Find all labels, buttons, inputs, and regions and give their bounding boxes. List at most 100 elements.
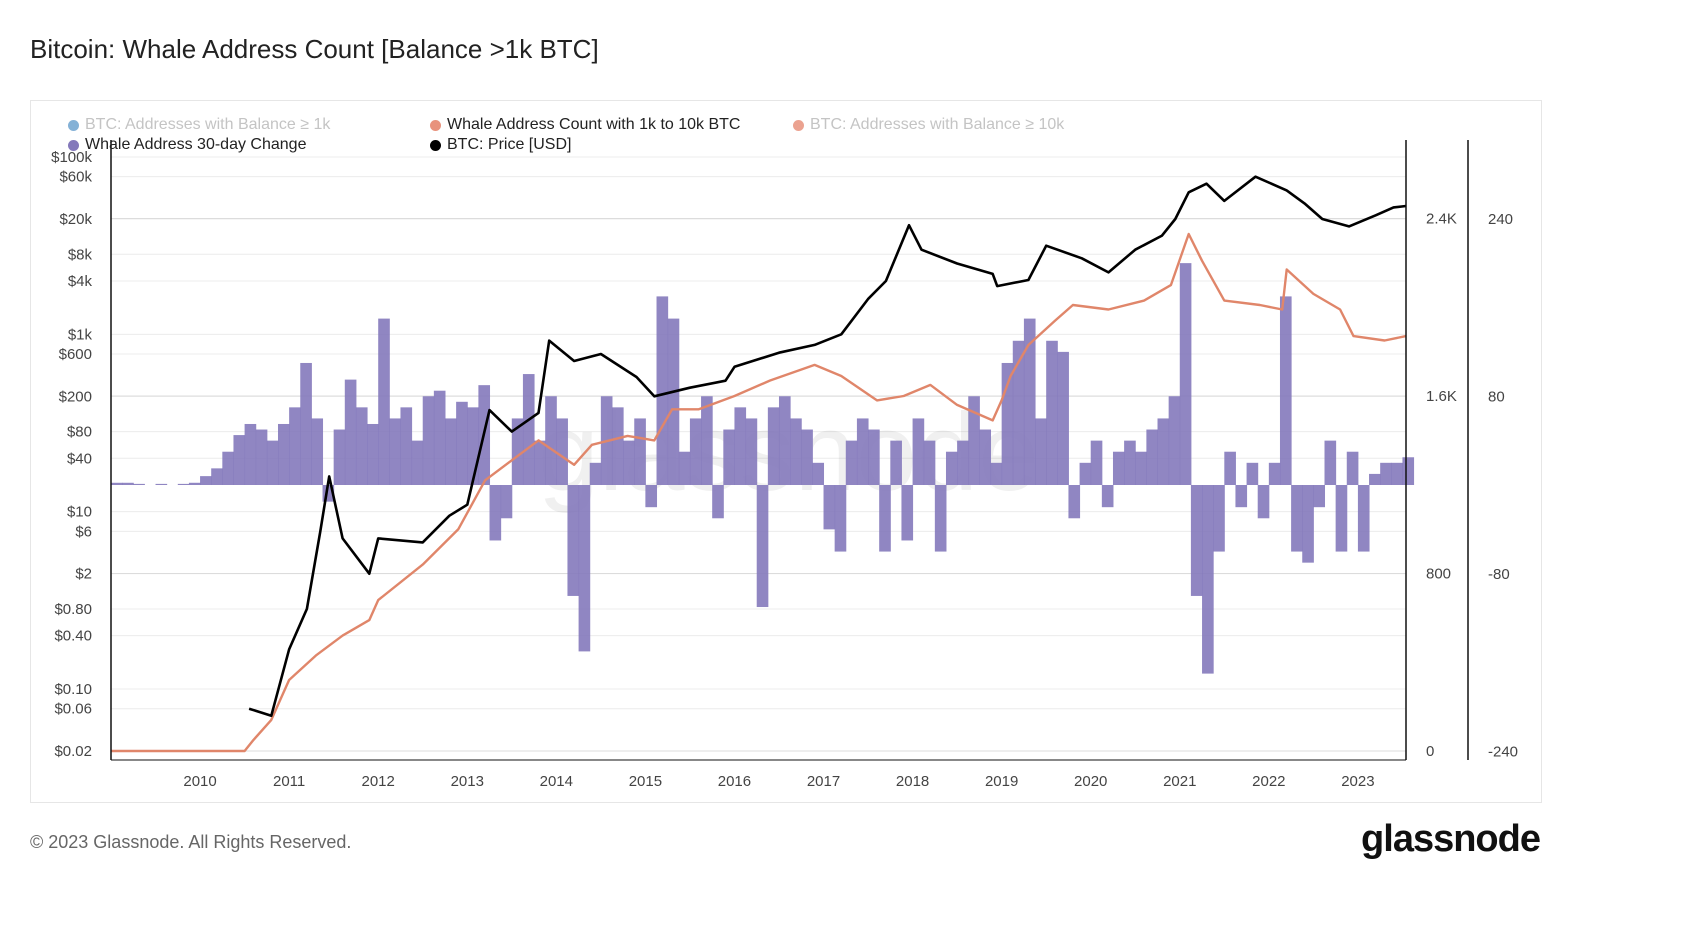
change-bar bbox=[1224, 451, 1236, 485]
x-tick-label: 2017 bbox=[807, 773, 840, 790]
x-tick-label: 2015 bbox=[629, 773, 662, 790]
change-bar bbox=[868, 429, 880, 485]
change-bar bbox=[1179, 263, 1192, 485]
chart-container bbox=[30, 100, 1542, 803]
change-bar bbox=[879, 485, 891, 552]
y-tick-label: $0.02 bbox=[54, 743, 92, 760]
change-bar bbox=[378, 318, 390, 485]
legend-item[interactable]: BTC: Addresses with Balance ≥ 1k bbox=[68, 116, 330, 134]
change-bar bbox=[122, 482, 134, 485]
change-bar bbox=[745, 418, 758, 485]
change-axis-tick-label: 240 bbox=[1488, 211, 1513, 228]
change-bar bbox=[589, 462, 602, 485]
legend-dot-icon bbox=[793, 119, 804, 131]
change-bar bbox=[1380, 462, 1392, 485]
legend-dot-icon bbox=[68, 119, 79, 131]
change-bar bbox=[1369, 473, 1381, 485]
change-bar bbox=[567, 485, 580, 596]
count-axis-tick-label: 0 bbox=[1426, 743, 1434, 760]
legend-label: BTC: Price [USD] bbox=[447, 136, 572, 153]
change-bar bbox=[790, 418, 802, 485]
x-tick-label: 2020 bbox=[1074, 773, 1107, 790]
change-bar bbox=[244, 423, 257, 485]
change-bar bbox=[645, 485, 658, 508]
y-tick-label: $0.80 bbox=[54, 601, 92, 618]
change-bar bbox=[901, 485, 914, 541]
y-tick-label: $8k bbox=[68, 246, 93, 263]
y-tick-label: $40 bbox=[67, 450, 92, 467]
change-bar bbox=[834, 485, 847, 552]
x-tick-label: 2023 bbox=[1341, 773, 1374, 790]
x-tick-label: 2016 bbox=[718, 773, 751, 790]
change-bar bbox=[500, 485, 513, 519]
y-tick-label: $0.06 bbox=[54, 701, 92, 718]
change-bar bbox=[756, 485, 769, 608]
legend-item[interactable]: Whale Address 30-day Change bbox=[68, 136, 306, 154]
legend-dot-icon bbox=[68, 139, 79, 151]
legend-item[interactable]: Whale Address Count with 1k to 10k BTC bbox=[430, 116, 740, 134]
change-bar bbox=[1068, 485, 1081, 519]
change-bar bbox=[634, 418, 646, 485]
legend-label: Whale Address 30-day Change bbox=[85, 136, 307, 153]
change-bar bbox=[957, 440, 969, 485]
x-tick-label: 2022 bbox=[1252, 773, 1285, 790]
change-bar bbox=[489, 485, 502, 541]
change-bar bbox=[333, 429, 346, 485]
change-bar bbox=[1090, 440, 1103, 485]
change-bar bbox=[1146, 429, 1159, 485]
change-bar bbox=[211, 468, 223, 485]
copyright: © 2023 Glassnode. All Rights Reserved. bbox=[30, 832, 352, 852]
change-bar bbox=[945, 451, 958, 485]
change-bar bbox=[1357, 485, 1370, 552]
x-tick-label: 2019 bbox=[985, 773, 1018, 790]
change-bar bbox=[311, 418, 324, 485]
change-bar bbox=[467, 407, 479, 485]
change-bar bbox=[1257, 485, 1270, 519]
x-tick-label: 2013 bbox=[451, 773, 484, 790]
change-bar bbox=[133, 483, 145, 485]
change-bar bbox=[678, 451, 691, 485]
change-bar bbox=[1235, 485, 1248, 508]
change-bar bbox=[701, 396, 713, 485]
change-bar bbox=[734, 407, 747, 485]
change-bar bbox=[400, 407, 413, 485]
legend-item[interactable]: BTC: Price [USD] bbox=[430, 136, 571, 154]
change-bar bbox=[845, 440, 858, 485]
change-bar bbox=[1023, 318, 1036, 485]
change-bar bbox=[277, 423, 290, 485]
change-bar bbox=[1157, 418, 1170, 485]
change-bar bbox=[422, 396, 435, 485]
legend-dot-icon bbox=[430, 139, 441, 151]
y-tick-label: $600 bbox=[59, 346, 92, 363]
change-bar bbox=[322, 485, 335, 502]
change-bar bbox=[1246, 462, 1259, 485]
change-bar bbox=[1402, 457, 1415, 485]
y-tick-label: $6 bbox=[75, 523, 92, 540]
change-bar bbox=[812, 462, 825, 485]
y-tick-label: $200 bbox=[59, 388, 92, 405]
change-bar bbox=[1168, 396, 1181, 485]
change-bar bbox=[545, 396, 557, 485]
x-tick-label: 2011 bbox=[273, 773, 305, 790]
y-tick-label: $0.10 bbox=[54, 681, 92, 698]
change-bar bbox=[155, 483, 168, 485]
change-bar bbox=[111, 482, 123, 485]
y-tick-label: $100k bbox=[51, 149, 92, 166]
change-bar bbox=[200, 476, 212, 485]
change-bar bbox=[266, 440, 279, 485]
change-bar bbox=[1213, 485, 1225, 552]
y-tick-label: $2 bbox=[75, 566, 92, 583]
change-bar bbox=[522, 374, 535, 485]
change-bar bbox=[1124, 440, 1136, 485]
y-tick-label: $4k bbox=[68, 273, 93, 290]
change-bar bbox=[300, 362, 312, 485]
change-bar bbox=[611, 407, 624, 485]
change-bar bbox=[1346, 451, 1359, 485]
change-bar bbox=[767, 407, 780, 485]
change-bar bbox=[990, 462, 1003, 485]
whale-count-line bbox=[111, 232, 1407, 753]
legend-item[interactable]: BTC: Addresses with Balance ≥ 10k bbox=[793, 116, 1064, 134]
change-bar bbox=[456, 401, 468, 485]
change-bar bbox=[912, 418, 925, 485]
